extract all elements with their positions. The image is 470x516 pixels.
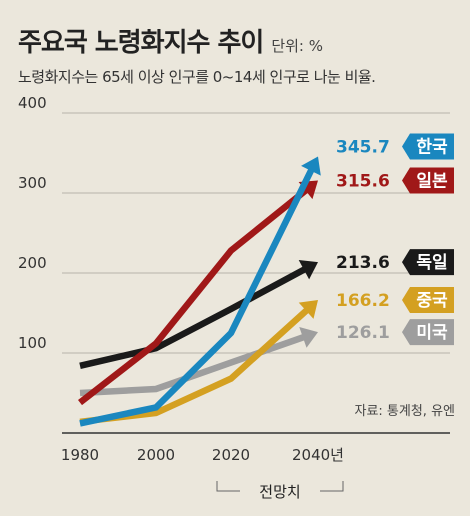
legend-badge (402, 167, 454, 194)
legend-badge (402, 319, 454, 346)
series-lines (78, 156, 321, 427)
series-arrowhead-2 (298, 260, 318, 280)
legend-badge-label: 중국 (416, 291, 448, 311)
x-tick-label: 2000 (137, 446, 175, 464)
series-labels: 126.1 미국 166.2 중국 213.6 독일 315.6 일본 345.7 한국 (336, 133, 454, 346)
x-axis: 1980 2000 2020 2040년 (61, 446, 344, 464)
chart-subtitle: 노령화지수는 65세 이상 인구를 0~14세 인구로 나눈 비율. (18, 68, 376, 86)
series-line-0 (79, 167, 315, 427)
series-line-2 (79, 265, 308, 369)
series-arrowhead-0 (301, 156, 321, 176)
series-line-4 (79, 333, 306, 397)
unit-label: 단위: % (271, 37, 323, 55)
legend-badge-label: 한국 (416, 137, 448, 157)
grid (62, 112, 450, 434)
legend-badge (402, 133, 454, 160)
x-tick-label: 1980 (61, 446, 99, 464)
series-arrowhead-3 (298, 300, 318, 319)
series-value-label: 213.6 (336, 253, 390, 273)
y-tick-label: 100 (18, 334, 47, 352)
legend-badge-label: 일본 (416, 172, 448, 192)
y-tick-label: 400 (18, 94, 47, 112)
legend-badge (402, 249, 454, 276)
y-tick-label: 200 (18, 254, 47, 272)
legend-badge (402, 287, 454, 314)
legend-badge-label: 독일 (416, 253, 447, 273)
series-line-1 (78, 186, 310, 406)
y-tick-label: 300 (18, 174, 47, 192)
y-axis: 100 200 300 400 (18, 94, 47, 352)
series-value-label: 126.1 (336, 323, 390, 343)
legend-badge-label: 미국 (416, 323, 448, 343)
source-note: 자료: 통계청, 유엔 (355, 404, 456, 419)
x-tick-label: 2040년 (292, 446, 344, 464)
series-value-label: 166.2 (336, 291, 390, 311)
chart-title: 주요국 노령화지수 추이 단위: % (18, 28, 323, 58)
x-tick-label: 2020 (212, 446, 250, 464)
projection-label: 전망치 (259, 483, 300, 501)
series-value-label: 315.6 (336, 172, 390, 192)
series-arrowhead-4 (299, 327, 318, 348)
series-value-label: 345.7 (336, 137, 390, 157)
projection-label-bg (240, 481, 320, 501)
